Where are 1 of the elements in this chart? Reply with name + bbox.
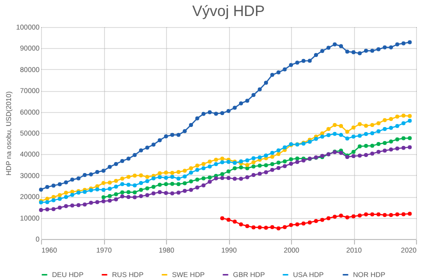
chart-title: Vývoj HDP — [192, 3, 265, 20]
